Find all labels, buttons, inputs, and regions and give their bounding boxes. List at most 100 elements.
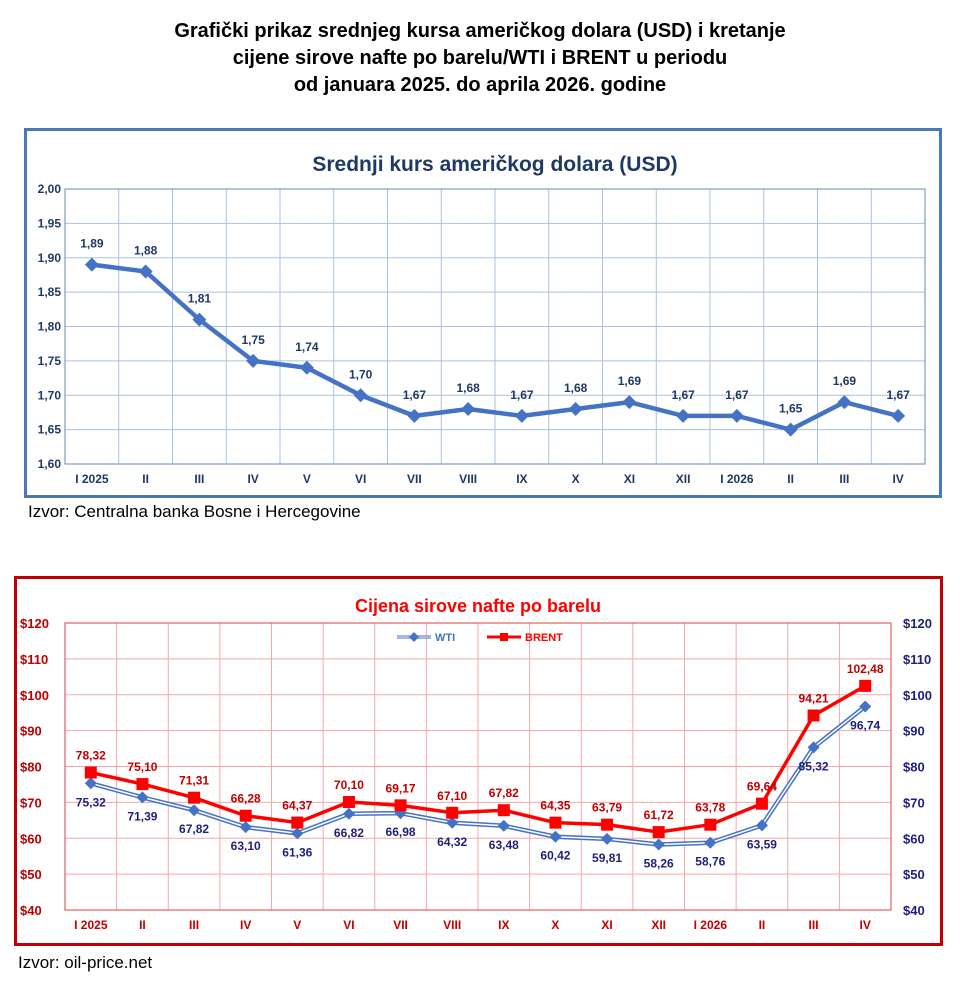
brent-data-point	[188, 791, 201, 804]
usd-x-tick-label: X	[572, 472, 580, 486]
usd-data-point	[891, 408, 906, 423]
oil-x-tick-label: IX	[498, 918, 509, 932]
usd-y-tick-label: 1,75	[38, 354, 62, 368]
usd-data-point	[246, 353, 261, 368]
oil-x-tick-label: VI	[343, 918, 354, 932]
oil-x-tick-label: I 2026	[694, 918, 728, 932]
oil-y-tick-label-left: $100	[20, 688, 49, 703]
brent-data-point	[704, 818, 717, 831]
wti-data-point	[394, 807, 407, 820]
wti-data-label: 75,32	[76, 795, 106, 809]
usd-chart-panel: Srednji kurs američkog dolara (USD) 1,60 1…	[24, 128, 942, 498]
oil-y-tick-label-left: $110	[20, 652, 48, 667]
usd-series-line	[91, 262, 899, 432]
usd-data-label: 1,74	[295, 340, 319, 354]
usd-data-label: 1,67	[671, 388, 695, 402]
brent-data-point	[136, 778, 149, 791]
wti-data-point	[446, 816, 459, 829]
wti-data-point	[136, 791, 149, 804]
wti-data-label: 58,76	[695, 855, 725, 869]
brent-data-label: 69,64	[747, 780, 777, 794]
usd-data-point	[192, 312, 207, 327]
usd-x-tick-label: III	[194, 472, 204, 486]
wti-data-point	[84, 777, 97, 790]
usd-y-tick-label: 1,95	[38, 216, 62, 230]
oil-y-tick-label-right: $110	[903, 652, 931, 667]
usd-x-tick-label: IX	[516, 472, 527, 486]
wti-data-point	[188, 804, 201, 817]
brent-data-point	[446, 806, 459, 819]
usd-data-point	[407, 408, 422, 423]
brent-data-label: 69,17	[386, 781, 416, 795]
brent-data-point	[807, 709, 820, 722]
usd-data-point	[461, 402, 476, 416]
legend-wti-label: WTI	[435, 632, 455, 644]
oil-x-tick-label: II	[139, 918, 146, 932]
oil-chart-panel: Cijena sirove nafte po barelu $40 $40 $50 $5…	[14, 576, 943, 946]
usd-data-label: 1,70	[349, 367, 373, 381]
wti-data-label: 61,36	[282, 845, 312, 859]
oil-y-tick-label-right: $40	[903, 903, 925, 918]
usd-y-tick-label: 2,00	[38, 182, 62, 196]
usd-data-label: 1,81	[188, 292, 212, 306]
usd-data-point	[84, 257, 99, 272]
brent-data-point	[239, 809, 252, 822]
usd-y-tick-label: 1,65	[38, 423, 62, 437]
oil-chart-title: Cijena sirove nafte po barelu	[355, 596, 601, 616]
usd-data-label: 1,68	[456, 381, 480, 395]
wti-data-label: 63,59	[747, 837, 777, 851]
usd-x-tick-label: VII	[407, 472, 422, 486]
oil-y-tick-label-right: $100	[903, 688, 932, 703]
wti-data-point	[549, 830, 562, 843]
usd-data-label: 1,69	[618, 374, 642, 388]
brent-data-label: 64,35	[540, 799, 570, 813]
oil-x-tick-label: I 2025	[74, 918, 108, 932]
brent-data-label: 71,31	[179, 774, 209, 788]
wti-data-label: 64,32	[437, 835, 467, 849]
usd-data-label: 1,67	[886, 388, 910, 402]
wti-data-point	[859, 700, 872, 713]
wti-data-label: 59,81	[592, 851, 622, 865]
usd-x-tick-label: I 2026	[720, 472, 754, 486]
oil-x-tick-label: VII	[393, 918, 408, 932]
wti-data-point	[807, 741, 820, 754]
usd-x-tick-label: IV	[892, 472, 903, 486]
usd-data-label: 1,69	[833, 374, 857, 388]
oil-y-tick-label-left: $80	[20, 760, 42, 775]
wti-data-label: 85,32	[799, 759, 829, 773]
usd-x-tick-label: XI	[624, 472, 635, 486]
page-title-line-2: cijene sirove nafte po barelu/WTI i BREN…	[232, 47, 728, 69]
usd-y-tick-label: 1,80	[38, 320, 62, 334]
brent-data-point	[291, 816, 304, 829]
brent-data-label: 63,78	[695, 801, 725, 815]
oil-x-tick-label: III	[809, 918, 819, 932]
usd-data-point	[353, 388, 368, 403]
usd-data-point	[729, 408, 744, 423]
oil-x-tick-label: VIII	[443, 918, 461, 932]
usd-data-label: 1,68	[564, 381, 588, 395]
brent-data-point	[342, 796, 355, 809]
usd-data-label: 1,75	[241, 333, 265, 347]
usd-x-tick-label: XII	[676, 472, 691, 486]
brent-data-point	[394, 799, 407, 812]
usd-data-point	[622, 395, 637, 410]
wti-data-label: 58,26	[644, 856, 674, 870]
brent-data-label: 94,21	[799, 692, 829, 706]
usd-x-tick-label: III	[839, 472, 849, 486]
oil-y-tick-label-left: $60	[20, 831, 42, 846]
oil-x-tick-label: IV	[240, 918, 251, 932]
usd-x-tick-label: II	[142, 472, 149, 486]
usd-y-tick-label: 1,85	[38, 285, 62, 299]
legend-brent-label: BRENT	[525, 632, 563, 644]
oil-x-tick-label: XI	[601, 918, 612, 932]
oil-y-tick-label-left: $90	[20, 724, 42, 739]
usd-data-point	[514, 408, 529, 423]
usd-x-tick-label: IV	[247, 472, 258, 486]
wti-series-line-core	[90, 705, 866, 846]
wti-data-label: 71,39	[127, 809, 157, 823]
usd-chart-title: Srednji kurs američkog dolara (USD)	[312, 153, 677, 176]
brent-data-point	[601, 818, 614, 831]
usd-data-label: 1,67	[725, 388, 749, 402]
usd-data-label: 1,67	[403, 388, 427, 402]
usd-y-tick-label: 1,60	[38, 457, 62, 471]
